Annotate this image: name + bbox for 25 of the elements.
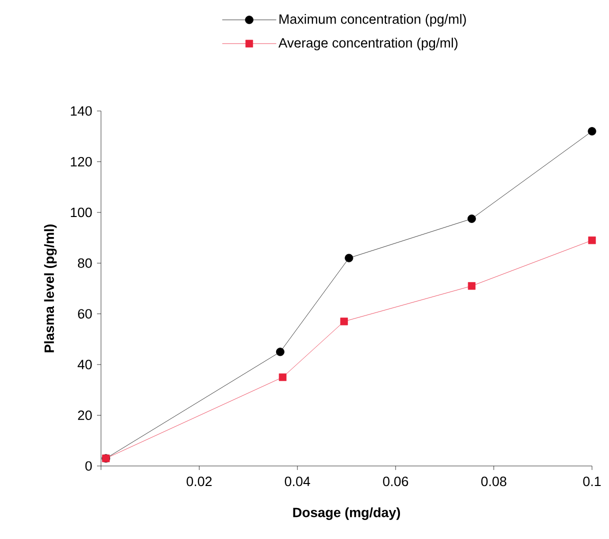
y-tick-label: 140: [70, 106, 92, 116]
x-tick-label: 0.1: [583, 476, 601, 486]
point: [278, 373, 286, 382]
x-tick-label: 0.08: [481, 476, 506, 486]
y-tick-label: 0: [85, 461, 92, 471]
point: [588, 236, 596, 244]
x-tick-label: 0.06: [383, 476, 408, 486]
legend-label: Average concentration (pg/ml): [278, 38, 458, 50]
point: [340, 318, 348, 326]
point: [588, 127, 596, 136]
y-axis-title: Plasma level (pg/ml): [44, 224, 57, 352]
point: [344, 254, 354, 262]
y-tick-label: 100: [70, 208, 92, 218]
y-tick-label: 60: [78, 309, 92, 319]
legend-label: Maximum concentration (pg/ml): [280, 14, 466, 27]
point: [468, 214, 476, 223]
point: [468, 282, 476, 290]
y-tick-label: 20: [78, 410, 92, 420]
y-tick-label: 80: [78, 258, 92, 268]
x-tick-label: 0.04: [284, 476, 310, 486]
y-tick-label: 40: [78, 360, 92, 370]
point: [276, 348, 284, 356]
x-axis-title: Dosage (mg/day): [293, 507, 400, 520]
y-tick-label: 120: [70, 156, 92, 166]
x-tick-label: 0.02: [186, 476, 212, 486]
